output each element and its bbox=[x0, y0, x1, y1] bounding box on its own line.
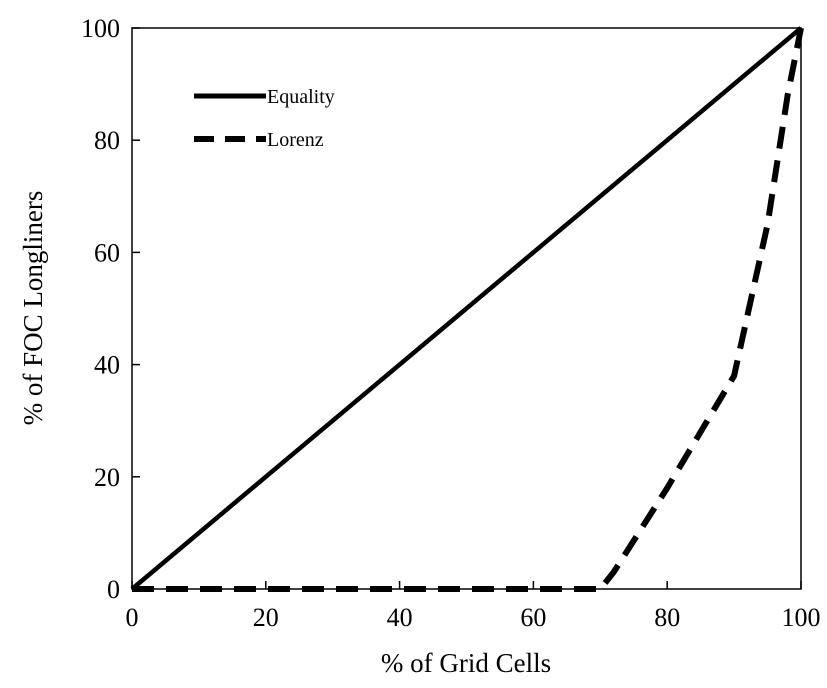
legend-label-lorenz: Lorenz bbox=[267, 129, 324, 151]
x-tick-label: 60 bbox=[520, 603, 546, 632]
x-axis-title: % of Grid Cells bbox=[381, 648, 551, 678]
legend: Equality Lorenz bbox=[194, 86, 335, 151]
legend-label-equality: Equality bbox=[267, 86, 335, 108]
x-tick-label: 0 bbox=[126, 603, 139, 632]
y-tick-label: 100 bbox=[81, 14, 120, 43]
y-tick-label: 20 bbox=[94, 463, 120, 492]
y-axis-title: % of FOC Longliners bbox=[18, 191, 48, 426]
series-line-lorenz bbox=[132, 27, 804, 592]
y-tick-label: 40 bbox=[94, 351, 120, 380]
series-layer bbox=[130, 26, 804, 592]
x-tick-label: 100 bbox=[782, 603, 821, 632]
x-axis-ticks: 0 20 40 60 80 100 bbox=[126, 581, 821, 632]
x-tick-label: 80 bbox=[654, 603, 680, 632]
x-tick-label: 20 bbox=[253, 603, 279, 632]
y-tick-label: 0 bbox=[107, 575, 120, 604]
y-axis-ticks: 0 20 40 60 80 100 bbox=[81, 14, 140, 604]
plot-area-frame bbox=[131, 27, 802, 590]
y-tick-label: 60 bbox=[94, 238, 120, 267]
series-line-equality bbox=[130, 26, 803, 591]
y-tick-label: 80 bbox=[94, 126, 120, 155]
x-tick-label: 40 bbox=[387, 603, 413, 632]
